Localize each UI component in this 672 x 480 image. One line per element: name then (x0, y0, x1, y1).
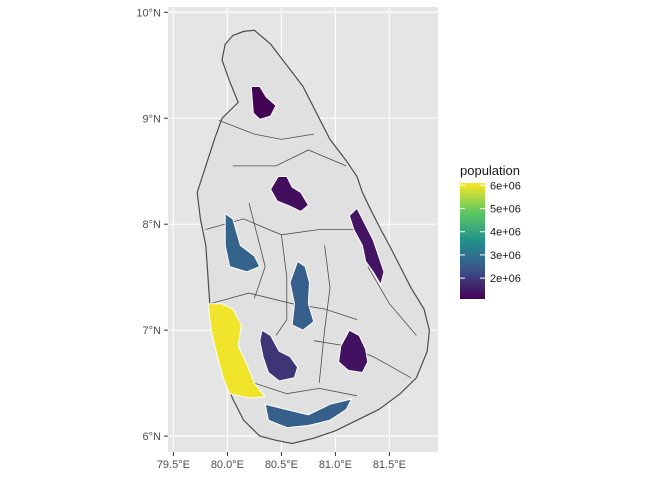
x-axis: 79.5°E 80.0°E 80.5°E 81.0°E 81.5°E (157, 452, 406, 471)
y-tick-label: 10°N (136, 7, 161, 19)
district-border (232, 149, 347, 167)
region-polygon (270, 176, 310, 213)
legend-tick-label: 2e+06 (490, 273, 521, 285)
district-border (367, 266, 417, 336)
y-tick-label: 6°N (143, 431, 162, 443)
district-border (318, 245, 331, 384)
populated-regions (207, 86, 385, 429)
legend-colorbar (460, 183, 485, 299)
region-polygon (250, 86, 277, 120)
region-polygon (264, 398, 353, 429)
y-tick-label: 8°N (143, 219, 162, 231)
region-polygon (289, 260, 315, 331)
legend-tick-label: 3e+06 (490, 250, 521, 262)
district-border (275, 234, 288, 336)
district-border (254, 382, 358, 397)
legend: population 2e+06 3e+06 4e+06 5e+06 6e+06 (460, 163, 521, 299)
country-outline (196, 29, 431, 445)
region-polygon (338, 329, 369, 374)
region-polygon (224, 212, 261, 273)
region-polygon (259, 329, 299, 382)
x-tick-label: 80.0°E (211, 459, 244, 471)
legend-title: population (460, 163, 520, 178)
x-tick-label: 79.5°E (157, 459, 190, 471)
x-tick-label: 81.5°E (373, 459, 406, 471)
x-tick-label: 81.0°E (319, 459, 352, 471)
district-border (218, 120, 314, 140)
y-axis: 6°N 7°N 8°N 9°N 10°N (136, 7, 168, 443)
district-border (248, 202, 266, 299)
district-border (209, 292, 358, 320)
legend-tick-label: 6e+06 (490, 180, 521, 192)
legend-ticks: 2e+06 3e+06 4e+06 5e+06 6e+06 (460, 180, 521, 285)
y-tick-label: 7°N (143, 325, 162, 337)
legend-tick-label: 5e+06 (490, 204, 521, 216)
y-tick-label: 9°N (143, 113, 162, 125)
region-polygon (348, 207, 385, 286)
region-polygon (207, 303, 267, 399)
x-tick-label: 80.5°E (265, 459, 298, 471)
legend-tick-label: 4e+06 (490, 227, 521, 239)
